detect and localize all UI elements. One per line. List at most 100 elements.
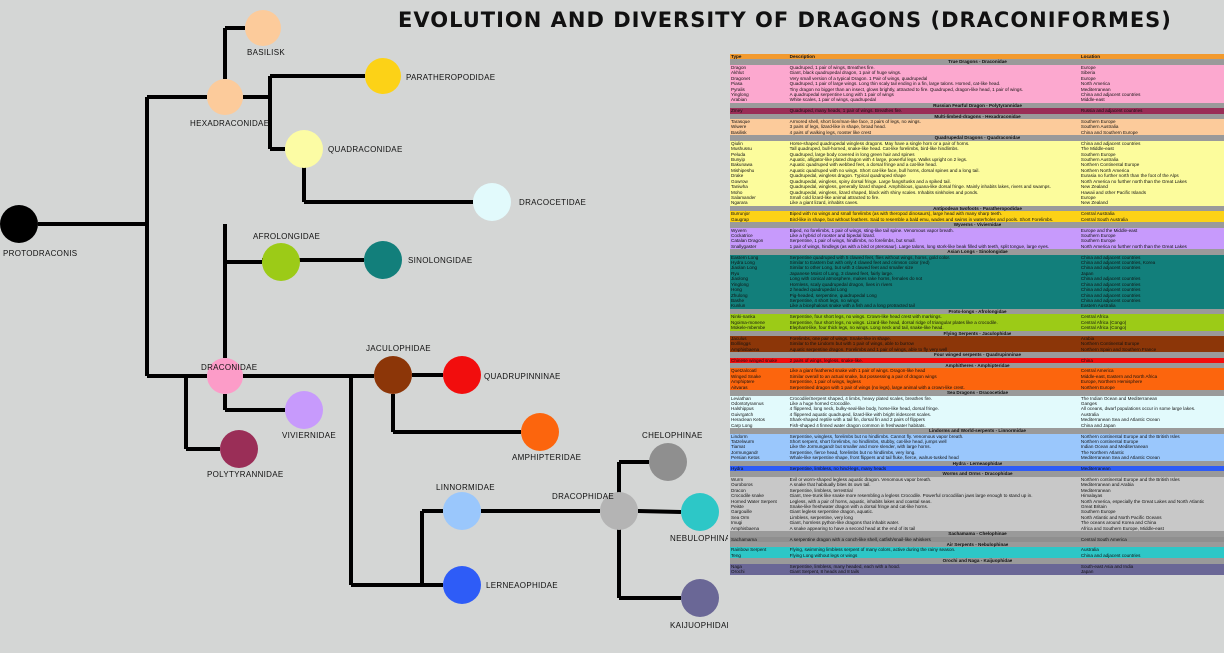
location-cell: New Zealand — [1080, 184, 1108, 190]
location-cell: Eastern Australia — [1080, 303, 1116, 309]
header-cell: Location — [1080, 54, 1101, 59]
description-cell: Forelimbs, one pair of wings. Snake-like… — [789, 335, 892, 341]
description-cell: 1 pair of wings, hindlegs (as with a bir… — [789, 243, 1050, 249]
type-cell: Snallygaster — [731, 243, 757, 249]
location-cell: Middle-east — [1080, 97, 1105, 103]
description-cell: Pig-headed, serpentine, quadrupedal Long — [789, 292, 877, 298]
table-row: Hydra Long Similar to Eastern but with on… — [730, 260, 1224, 266]
type-cell: Ryu — [731, 270, 740, 276]
table-row: Dracon Serpentine, limbless, terrestrial M… — [730, 487, 1224, 494]
header-cell: Description — [789, 54, 815, 59]
type-cell: Peluda — [731, 151, 746, 157]
table-row: Akhlut Giant, black quadrupedal dragon, 1… — [730, 70, 1224, 76]
node-label-jaculophidae: JACULOPHIDAE — [366, 344, 431, 353]
table-row: Horned Water Serpent Legless, with a pair… — [730, 498, 1224, 505]
type-cell: Bashe — [731, 297, 745, 303]
type-cell: Arabian — [731, 97, 747, 103]
type-cell: Pyralis — [731, 86, 745, 92]
description-cell: 4 pairs of walking legs, rooster like cr… — [789, 129, 872, 135]
location-cell: Arabia — [1080, 335, 1095, 341]
family-row: Flying Serpents - Jaculophidae — [730, 330, 1224, 336]
description-cell: Small cold lizard-like animal attracted … — [789, 194, 880, 200]
location-cell: Middle-east, Eastern and North Africa — [1080, 373, 1158, 379]
description-cell: Limbless, serpentine, very long — [789, 514, 853, 520]
location-cell: China and adjacent countries — [1080, 265, 1141, 271]
location-cell: The oceans around Korea and China — [1080, 520, 1157, 526]
type-cell: Hong — [731, 287, 742, 293]
type-cell: Orochi — [731, 569, 745, 575]
location-cell: Europe — [1080, 194, 1096, 200]
table-row: Zhulong Pig-headed, serpentine, quadruped… — [730, 292, 1224, 298]
type-cell: Quetzalcoatl — [731, 368, 757, 374]
family-row: Asian Longs - Sinolongidae — [730, 249, 1224, 255]
location-cell: China and adjacent countries — [1080, 281, 1141, 287]
description-cell: Armored shell, short lion/man-like face,… — [789, 119, 921, 125]
node-quadrupinninae — [443, 356, 481, 394]
description-cell: Similar overall to an actual snake, but … — [789, 373, 937, 379]
node-label-amphipteridae: AMPHIPTERIDAE — [512, 453, 581, 462]
table-row: Chinese winged snake 2 pairs of wings, le… — [730, 357, 1224, 364]
location-cell: Central Africa (Congo) — [1080, 319, 1127, 325]
table-row: Jiaolan Long Similar to other Long, but w… — [730, 265, 1224, 271]
type-cell: Mushussu — [731, 146, 752, 152]
description-cell: 3 pairs of legs, lizard-like in shape, b… — [789, 124, 886, 130]
node-paratheropodidae — [365, 58, 401, 94]
type-cell: Sea Orm — [731, 514, 750, 520]
location-cell: Japan — [1080, 569, 1094, 575]
location-cell: Northern continental Europe and the Brit… — [1080, 476, 1180, 482]
table-row: Bakunawa Aquatic quadruped with webbed fe… — [730, 162, 1224, 168]
type-cell: Naga — [731, 563, 742, 569]
table-row: Qiulin Horse-shaped quadrupedal wingless … — [730, 140, 1224, 147]
type-cell: Jiaolan Long — [731, 265, 758, 271]
family-name: Wyverns - Viviernidae — [953, 222, 1002, 228]
description-cell: Quadrupedal, wingless, spiny dorsal frin… — [789, 178, 951, 184]
table-row: Jaculus Forelimbs, one pair of wings. Sna… — [730, 335, 1224, 342]
description-cell: Tall quadruped, bull-horned, snake-like … — [789, 146, 959, 152]
table-row: Basilisk 4 pairs of walking legs, rooster… — [730, 129, 1224, 136]
table-row: Teng Flying Long without legs or wings Chi… — [730, 552, 1224, 559]
location-cell: China and adjacent countries — [1080, 91, 1141, 97]
family-name: Air Serpents - Nebulophinae — [946, 541, 1009, 547]
type-cell: Moho — [731, 189, 743, 195]
description-cell: Legless, with a pair of horns, aquatic, … — [789, 498, 932, 504]
table-row: Peluda Quadruped, large body covered in l… — [730, 151, 1224, 158]
family-row: Sachamama - Chelophinae — [730, 531, 1224, 537]
type-cell: Yinglong — [731, 281, 749, 287]
family-row: Antipodean twofoots - Paratheropodidae — [730, 205, 1224, 212]
node-amphipteridae — [521, 413, 559, 451]
type-cell: Winged Snake — [731, 373, 761, 379]
description-cell: A snake appearing to have a second head … — [789, 525, 916, 531]
node-label-chelophinae: CHELOPHINAE — [642, 431, 703, 440]
description-cell: Serpentined dragon with 1 pair of wings … — [789, 384, 965, 390]
location-cell: North America no further north than the … — [1080, 178, 1187, 184]
node-label-sinolongidae: SINOLONGIDAE — [408, 256, 473, 265]
node-kaijuophidae — [681, 579, 719, 617]
description-cell: Like a bicephalous snake with a fish and… — [789, 303, 915, 309]
location-cell: China and adjacent countries — [1080, 552, 1141, 558]
family-name: Orochi and Naga - Kaijuophidae — [942, 558, 1013, 564]
type-cell: Zhulong — [731, 292, 748, 298]
description-cell: Giant, black quadrupedal dragon, 1 pair … — [789, 70, 902, 76]
description-cell: Very small version of a typical Dragon. … — [789, 75, 928, 81]
location-cell: Southern Europe — [1080, 232, 1116, 238]
type-cell: Gaugrap — [731, 216, 749, 222]
table-row: Tatzelwurm Short serpent, short forelimbs… — [730, 438, 1224, 445]
table-row: Amphiptere Serpentine, 1 pair of wings, l… — [730, 379, 1224, 385]
location-cell: Hawaii and other Pacific Islands — [1080, 189, 1146, 195]
description-cell: Like a huge horned Crocodile. — [789, 401, 851, 406]
table-row: Wurm Evil or worm-shaped legless aquatic … — [730, 476, 1224, 483]
location-cell: Northern Continental Europe — [1080, 341, 1140, 347]
location-cell: China and adjacent countries — [1080, 292, 1141, 298]
type-cell: Ouroboros — [731, 482, 753, 488]
table-row: Imugi Giant, hornless python-like dragons… — [730, 520, 1224, 526]
location-cell: Great Britain — [1080, 504, 1107, 510]
node-label-linnormidae: LINNORMIDAE — [436, 483, 495, 492]
table-row: Rainbow Serpent Flying, swimming limbless… — [730, 547, 1224, 553]
description-cell: Serpentine, limbless, terrestrial — [789, 487, 853, 493]
family-row: Orochi and Naga - Kaijuophidae — [730, 558, 1224, 564]
type-cell: Catalan Dragon — [731, 238, 764, 244]
family-name: Russian Fearful Dragon - Polytyrannidae — [933, 102, 1022, 108]
table-row: Peiste Snake-like freshwater dragon with … — [730, 504, 1224, 510]
description-cell: Long with conical atmosphere, makes rake… — [789, 276, 923, 282]
family-row: Multi-limbed-dragons - Hexadraconidae — [730, 113, 1224, 120]
